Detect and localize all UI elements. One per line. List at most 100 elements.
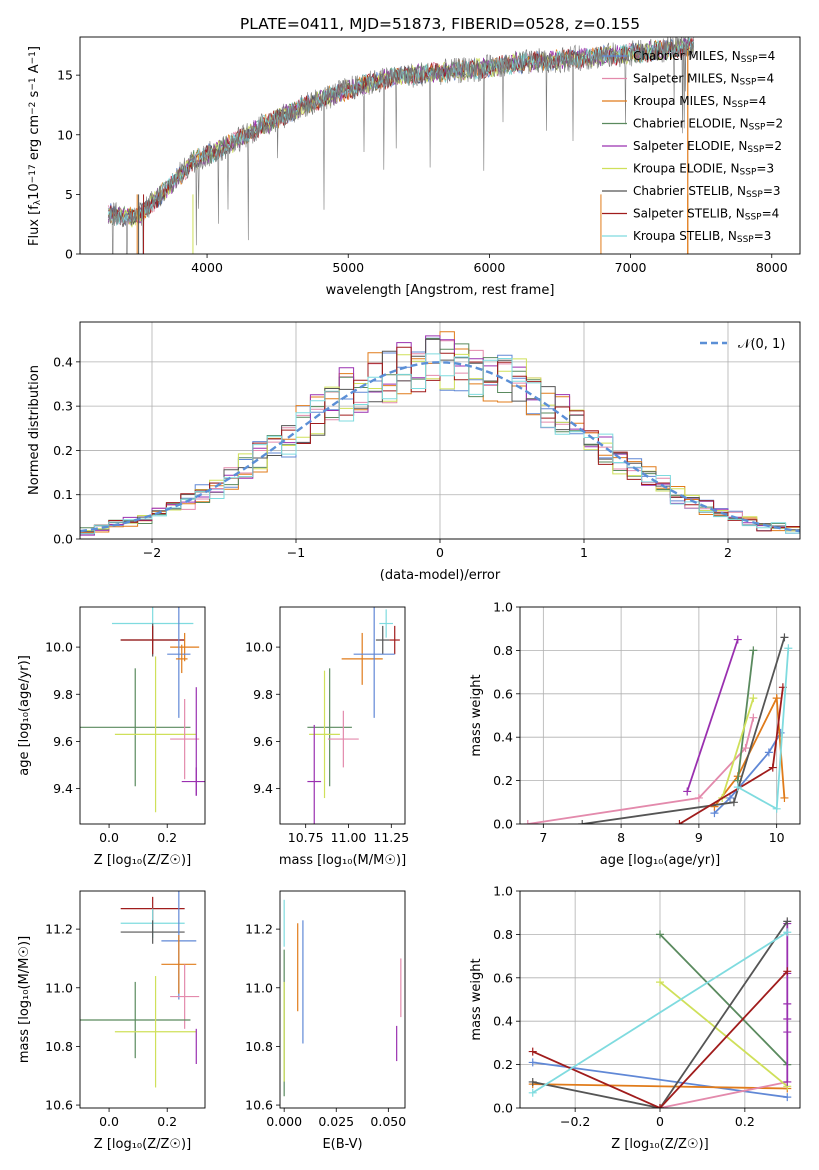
x-tick-label: 4000	[191, 260, 223, 275]
label-part: Kroupa ELODIE, N	[633, 162, 740, 176]
weight-line	[659, 981, 788, 1087]
y-tick-label: 0.4	[53, 354, 73, 369]
y-tick-label: 0.4	[493, 1014, 513, 1029]
x-axis-label: age [log₁₀(age/yr)]	[600, 853, 721, 868]
weight-marker	[733, 635, 742, 644]
label-part: =3	[754, 229, 772, 243]
x-tick-label: 8	[617, 830, 625, 845]
x-tick-label: 0.2	[157, 830, 177, 845]
y-tick-label: 9.6	[53, 734, 73, 749]
weight-line	[532, 1083, 788, 1090]
y-tick-label: 1.0	[493, 884, 513, 899]
legend-label: Kroupa MILES, NSSP=4	[633, 94, 766, 110]
y-tick-label: 0.8	[493, 643, 513, 658]
y-tick-label: 9.8	[253, 687, 273, 702]
weight-marker	[683, 787, 692, 796]
plot-area	[528, 917, 792, 1108]
weight-marker	[710, 802, 719, 811]
y-tick-label: 0.0	[53, 532, 73, 547]
x-tick-label: 11.25	[373, 830, 409, 845]
weight-line	[532, 920, 789, 1108]
x-tick-label: −2	[143, 545, 161, 560]
label-part: −2	[28, 102, 38, 115]
x-tick-label: −0.2	[560, 1114, 590, 1129]
y-tick-label: 10.0	[245, 640, 273, 655]
label-part: =4	[756, 72, 774, 86]
label-part: Kroupa MILES, N	[633, 94, 732, 108]
label-part: Chabrier ELODIE, N	[633, 117, 749, 131]
weight-marker	[772, 804, 781, 813]
label-part: =2	[764, 139, 782, 153]
weight-marker	[578, 820, 587, 824]
label-part: SSP	[732, 100, 749, 110]
y-tick-label: 0.0	[493, 1101, 513, 1116]
label-part: A	[27, 64, 42, 77]
label-part: SSP	[740, 168, 757, 178]
x-tick-label: 0	[436, 545, 444, 560]
weight-marker	[656, 1104, 664, 1108]
gaussian-curve	[80, 361, 800, 533]
x-tick-label: 9	[695, 830, 703, 845]
y-tick-label: 0	[65, 247, 73, 262]
weight-marker	[523, 820, 532, 824]
x-tick-label: 0.0	[99, 1114, 119, 1129]
label-part: =4	[749, 94, 767, 108]
legend-label: Kroupa STELIB, NSSP=3	[633, 229, 771, 245]
y-tick-label: 11.2	[45, 922, 73, 937]
weight-line	[532, 970, 788, 1108]
axes-frame	[519, 890, 801, 1109]
panel-mass_vs_ebv: 0.000 0.025 0.050 10.6 10.8 11.0 11.2 E(B-V)	[245, 890, 406, 1152]
label-part: −17	[28, 164, 38, 183]
weight-marker	[749, 713, 758, 722]
x-tick-label: 6000	[474, 260, 506, 275]
y-axis-label: Flux [fλ10−17 erg cm−2 s−1 A−1]	[27, 46, 43, 246]
label-part: −1	[28, 77, 38, 90]
label-part: SSP	[740, 78, 757, 88]
axes-frame	[79, 36, 801, 255]
y-axis-label: age [log₁₀(age/yr)]	[17, 655, 32, 776]
y-tick-label: 9.4	[253, 781, 273, 796]
y-tick-label: 10.8	[45, 1039, 73, 1054]
label-part: −1	[28, 51, 38, 64]
x-axis-label: E(B-V)	[322, 1137, 362, 1152]
weight-line	[527, 717, 755, 824]
y-tick-label: 0.0	[493, 817, 513, 832]
x-tick-label: 10.75	[288, 830, 324, 845]
y-axis-label: Normed distribution	[27, 365, 42, 495]
y-tick-label: 0.2	[493, 1057, 513, 1072]
label-part: λ	[33, 199, 43, 205]
weight-marker	[768, 763, 777, 772]
y-tick-label: 10.0	[45, 640, 73, 655]
x-axis-label: (data-model)/error	[380, 568, 501, 583]
label-part: SSP	[741, 55, 758, 65]
label-part: Salpeter STELIB, N	[633, 207, 745, 221]
histogram-step	[80, 335, 800, 536]
legend-label: Kroupa ELODIE, NSSP=3	[633, 162, 774, 178]
y-tick-label: 11.2	[245, 922, 273, 937]
label-part: 10	[27, 183, 42, 200]
panel-weight_vs_Z: −0.2 0 0.2 0.0 0.2 0.4 0.6 0.8 1.0 Z [log₁₀(Z/Z☉)…	[469, 884, 801, 1152]
label-part: Chabrier STELIB, N	[633, 184, 746, 198]
y-tick-label: 0.8	[493, 927, 513, 942]
legend-label: Chabrier ELODIE, NSSP=2	[633, 117, 783, 133]
weight-line	[686, 639, 739, 792]
weight-marker	[783, 1028, 792, 1037]
y-axis-label: mass [log₁₀(M/M☉)]	[17, 936, 32, 1063]
y-tick-label: 10	[57, 127, 73, 142]
histogram-step	[80, 353, 800, 535]
y-tick-label: 11.0	[245, 980, 273, 995]
plot-area	[80, 607, 205, 813]
y-tick-label: 0.1	[53, 487, 73, 502]
x-axis-label: Z [log₁₀(Z/Z☉)]	[611, 1137, 708, 1152]
y-tick-label: 0.6	[493, 686, 513, 701]
x-tick-label: 7000	[615, 260, 647, 275]
observed-spectrum	[108, 37, 695, 254]
y-tick-label: 15	[57, 68, 73, 83]
x-tick-label: 0.2	[157, 1114, 177, 1129]
y-tick-label: 11.0	[45, 980, 73, 995]
panel-spectrum: 4000 5000 6000 7000 8000 0 5 10 15 PLATE=0411, MJ…	[27, 15, 801, 298]
weight-marker	[528, 1077, 537, 1086]
x-tick-label: 0	[656, 1114, 664, 1129]
